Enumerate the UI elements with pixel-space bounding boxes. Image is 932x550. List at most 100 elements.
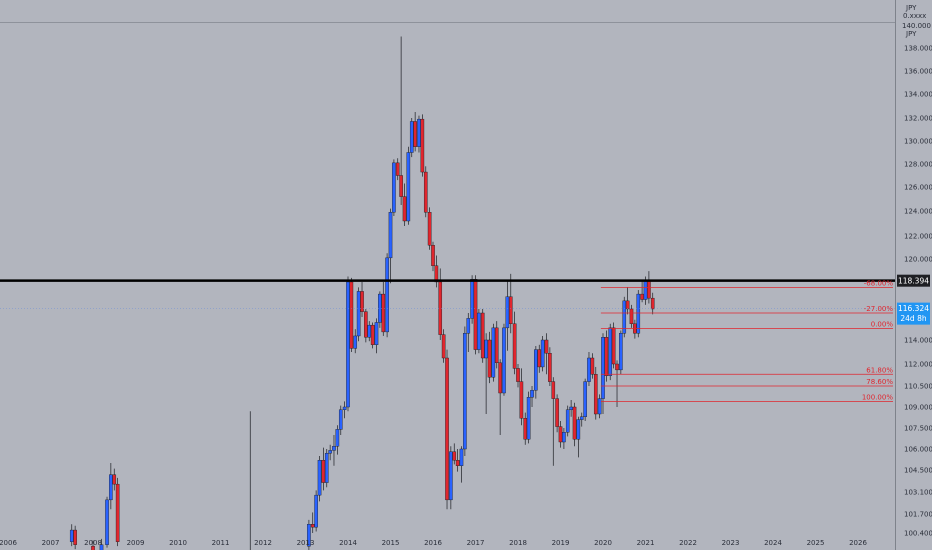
candle <box>470 275 474 324</box>
candle <box>593 366 598 420</box>
time-tick-label: 2009 <box>127 539 145 547</box>
candle-body <box>562 432 566 443</box>
candle-body <box>338 409 343 430</box>
candle-body <box>480 312 485 359</box>
candle-body <box>587 357 591 382</box>
candle-body <box>109 474 113 501</box>
price-tick-label: 128.000 <box>904 161 932 169</box>
price-tick-label: 106.000 <box>904 446 932 454</box>
candle <box>332 435 336 466</box>
fib-level-label: -27.00% <box>864 305 894 313</box>
time-tick-label: 2021 <box>637 539 655 547</box>
candle <box>650 292 655 315</box>
candle <box>534 346 538 399</box>
candle <box>516 364 520 388</box>
candle <box>466 313 471 352</box>
time-tick-label: 2015 <box>382 539 400 547</box>
price-tick-label: 136.000 <box>904 68 932 76</box>
candle-body <box>508 296 513 324</box>
candle-body <box>647 280 651 299</box>
candle-body <box>452 451 457 461</box>
fib-level-label: 78.60% <box>866 378 893 386</box>
candle <box>314 490 318 532</box>
candle-body <box>434 265 439 283</box>
candle-body <box>364 311 368 338</box>
time-tick-label: 2018 <box>509 539 527 547</box>
candle-body <box>625 300 630 310</box>
candle <box>463 326 467 456</box>
candle <box>449 446 453 510</box>
candle <box>512 311 517 375</box>
candle-body <box>534 349 538 391</box>
candle-body <box>516 368 520 382</box>
candle <box>583 378 587 421</box>
candle <box>356 287 361 342</box>
price-tick-label: 124.000 <box>904 208 932 216</box>
candle-body <box>399 175 403 197</box>
candle-body <box>99 544 104 550</box>
time-axis[interactable]: 2006 2007 2008 2009 2010 2011 2012 2013 2014 2015… <box>0 539 867 547</box>
candle <box>572 402 577 447</box>
price-tick-label: 122.000 <box>904 233 932 241</box>
price-tick-label: 130.000 <box>904 138 932 146</box>
candle-body <box>321 460 326 483</box>
price-tick-label: 101.700 <box>904 511 932 519</box>
candle-body <box>530 390 534 398</box>
candle <box>406 146 411 225</box>
fib-level-label: 100.00% <box>862 393 893 401</box>
candle-body <box>548 353 552 382</box>
candle <box>99 538 104 550</box>
candle-body <box>640 293 644 300</box>
candle <box>526 391 531 444</box>
candle-body <box>381 293 386 333</box>
candle <box>452 443 457 465</box>
candle <box>364 308 368 343</box>
candle <box>473 275 478 355</box>
candle-body <box>356 291 361 337</box>
candle-body <box>317 460 322 496</box>
candle <box>498 359 502 435</box>
candle-body <box>579 416 584 420</box>
candle-body <box>569 406 573 410</box>
candle <box>434 255 439 288</box>
candle <box>455 449 460 472</box>
candle-body <box>558 426 563 443</box>
candle <box>604 330 609 382</box>
candle-body <box>445 357 449 501</box>
candle <box>342 401 347 419</box>
hline-price-badge <box>897 274 930 287</box>
candle-body <box>597 398 602 415</box>
candle <box>565 405 570 437</box>
candle-body <box>417 118 421 147</box>
candle-body <box>459 448 464 466</box>
candle-body <box>463 333 467 450</box>
candle <box>381 281 386 336</box>
price-axis[interactable]: 138.000 136.000 134.000 132.000 130.000 128.0… <box>902 4 932 538</box>
candle <box>427 207 432 250</box>
candle <box>423 166 428 218</box>
candle <box>360 281 364 318</box>
candle <box>608 323 613 381</box>
candle-body <box>374 322 379 346</box>
candle <box>508 273 513 334</box>
candle-body <box>565 409 570 433</box>
candle-body <box>619 333 623 371</box>
time-tick-label: 2020 <box>594 539 612 547</box>
fib-level-label: -68.00% <box>864 279 894 287</box>
time-tick-label: 2013 <box>297 539 315 547</box>
price-tick-label: 107.500 <box>904 425 932 433</box>
time-tick-label: 2023 <box>722 539 740 547</box>
candle <box>562 428 566 449</box>
time-tick-label: 2019 <box>552 539 570 547</box>
time-tick-label: 2026 <box>849 539 867 547</box>
current-price-badge <box>897 302 930 325</box>
candle-body <box>494 327 499 364</box>
candle-body <box>427 212 432 246</box>
candle-body <box>615 363 619 371</box>
candle-body <box>636 293 641 334</box>
price-tick-label: 103.100 <box>904 489 932 497</box>
candle <box>590 353 595 379</box>
candle <box>395 158 400 181</box>
candle <box>445 349 449 510</box>
